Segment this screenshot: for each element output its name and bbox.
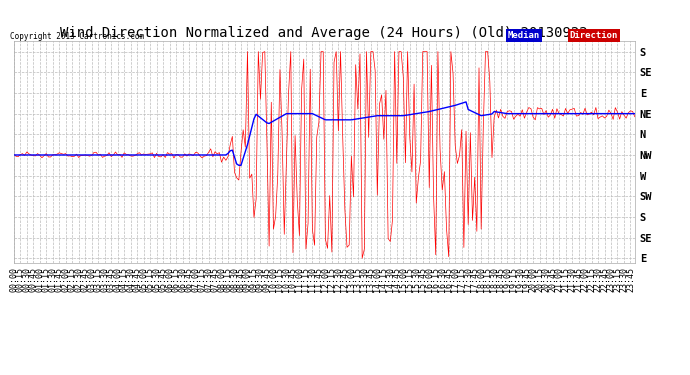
Text: Direction: Direction [570,31,618,40]
Text: Copyright 2013 Cartronics.com: Copyright 2013 Cartronics.com [10,32,144,41]
Text: Median: Median [508,31,540,40]
Title: Wind Direction Normalized and Average (24 Hours) (Old) 20130922: Wind Direction Normalized and Average (2… [61,26,588,40]
